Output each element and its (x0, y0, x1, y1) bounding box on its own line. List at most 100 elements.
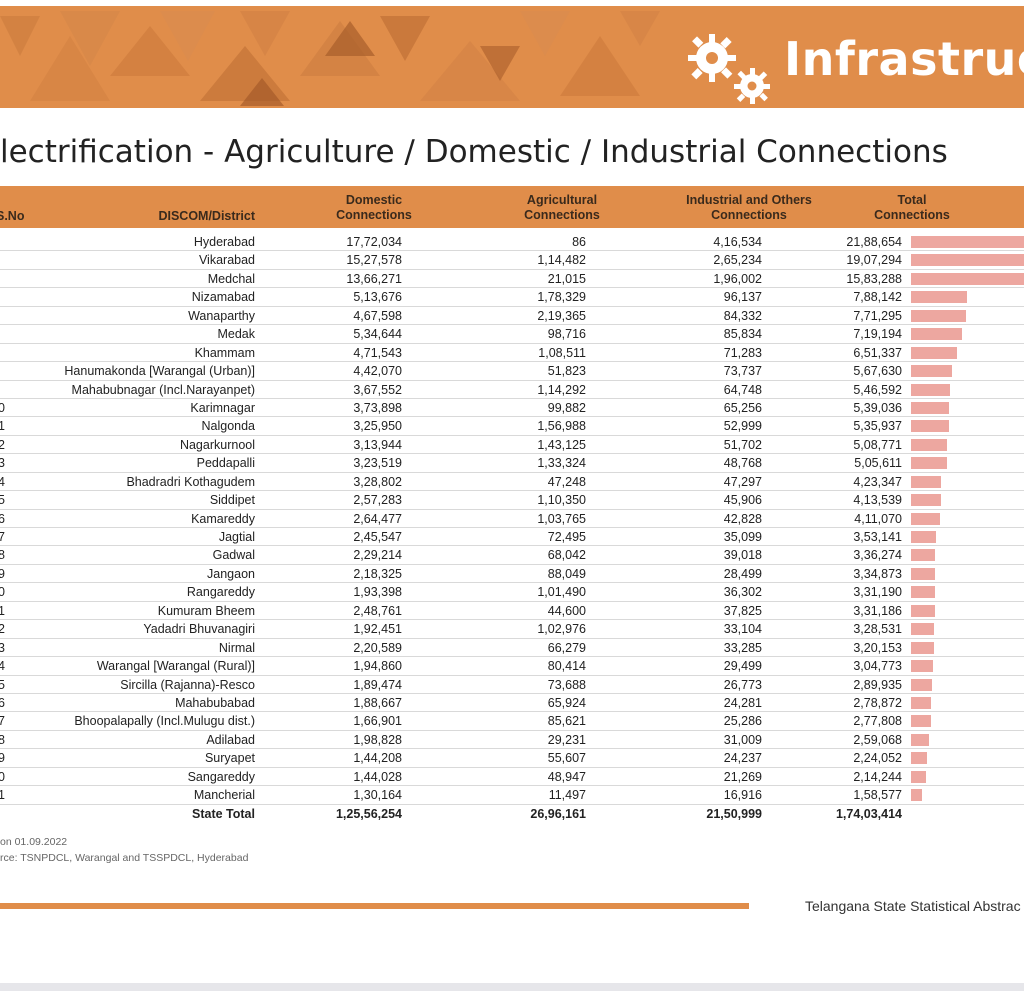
domestic-value: 2,18,325 (353, 566, 402, 581)
domestic-value: 1,92,451 (353, 622, 402, 637)
industrial-value: 4,16,534 (713, 235, 762, 249)
industrial-value: 64,748 (723, 382, 762, 397)
agricultural-value: 1,33,324 (537, 456, 586, 471)
table-row: 0 Sangareddy 1,44,028 48,947 21,269 2,14,244 (0, 768, 1024, 787)
total-bar (911, 770, 927, 783)
total-value: 5,46,592 (853, 382, 902, 397)
agricultural-value: 85,621 (547, 714, 586, 729)
total-bar (911, 549, 935, 562)
domestic-value: 2,48,761 (353, 603, 402, 618)
district-name: Nizamabad (191, 290, 255, 305)
total-bar (911, 291, 968, 304)
domestic-value: 4,67,598 (353, 308, 402, 323)
table-row: 6 Mahabubabad 1,88,667 65,924 24,281 2,78,872 (0, 694, 1024, 713)
table-row: 2 Yadadri Bhuvanagiri 1,92,451 1,02,976 33,1… (0, 620, 1024, 639)
domestic-value: 1,89,474 (353, 677, 402, 692)
row-number: 4 (0, 474, 5, 489)
table-row: 3 Peddapalli 3,23,519 1,33,324 48,768 5,05,61… (0, 454, 1024, 473)
agricultural-value: 1,14,482 (537, 253, 586, 268)
agricultural-value: 73,688 (547, 677, 586, 692)
industrial-value: 33,285 (723, 640, 762, 655)
total-bar (911, 789, 923, 802)
industrial-value: 48,768 (723, 456, 762, 471)
district-name: Mahabubabad (175, 695, 255, 710)
total-value: 4,13,539 (853, 493, 902, 508)
district-name: Yadadri Bhuvanagiri (143, 622, 255, 637)
total-value: 3,31,186 (853, 603, 902, 618)
agricultural-value: 86 (572, 235, 586, 249)
table-row: Khammam 4,71,543 1,08,511 71,283 6,51,337 (0, 344, 1024, 363)
row-number: 0 (0, 769, 5, 784)
row-number: 1 (0, 603, 5, 618)
table-row: Medak 5,34,644 98,716 85,834 7,19,194 (0, 325, 1024, 344)
total-bar (911, 328, 963, 341)
district-name: Jangaon (207, 566, 255, 581)
table-row: Medchal 13,66,271 21,015 1,96,002 15,83,288 (0, 270, 1024, 289)
industrial-value: 36,302 (723, 585, 762, 600)
agricultural-value: 99,882 (547, 400, 586, 415)
agricultural-value: 51,823 (547, 364, 586, 379)
header-domestic: Domestic Connections (336, 193, 412, 222)
table-row: 9 Jangaon 2,18,325 88,049 28,499 3,34,873 (0, 565, 1024, 584)
total-bar (911, 567, 935, 580)
total-agricultural: 26,96,161 (530, 807, 586, 821)
industrial-value: 28,499 (723, 566, 762, 581)
total-bar (911, 715, 931, 728)
district-name: Bhoopalapally (Incl.Mulugu dist.) (74, 714, 255, 729)
total-value: 5,39,036 (853, 400, 902, 415)
agricultural-value: 80,414 (547, 659, 586, 674)
row-number: 1 (0, 788, 5, 803)
domestic-value: 1,44,028 (353, 769, 402, 784)
total-bar (911, 660, 933, 673)
agricultural-value: 21,015 (547, 271, 586, 286)
total-bar (911, 236, 1024, 248)
agricultural-value: 2,19,365 (537, 308, 586, 323)
domestic-value: 4,42,070 (353, 364, 402, 379)
total-value: 5,35,937 (853, 419, 902, 434)
row-number: 2 (0, 437, 5, 452)
table-row: 3 Nirmal 2,20,589 66,279 33,285 3,20,153 (0, 639, 1024, 658)
total-value: 7,19,194 (853, 327, 902, 342)
agricultural-value: 47,248 (547, 474, 586, 489)
total-value: 4,11,070 (854, 511, 902, 526)
agricultural-value: 48,947 (547, 769, 586, 784)
industrial-value: 21,269 (723, 769, 762, 784)
table-row: 4 Warangal [Warangal (Rural)] 1,94,860 80,4… (0, 657, 1024, 676)
agricultural-value: 88,049 (547, 566, 586, 581)
district-name: Jagtial (218, 530, 255, 544)
domestic-value: 2,45,547 (353, 530, 402, 544)
total-bar (911, 254, 1024, 267)
total-domestic: 1,25,56,254 (335, 807, 402, 821)
row-number: 1 (0, 419, 5, 434)
district-name: Mahabubnagar (Incl.Narayanpet) (71, 382, 255, 397)
district-name: Peddapalli (196, 456, 255, 471)
industrial-value: 2,65,234 (713, 253, 762, 268)
table-row: 7 Bhoopalapally (Incl.Mulugu dist.) 1,66,9… (0, 712, 1024, 731)
total-bar (911, 733, 930, 746)
footer-rule (0, 903, 749, 909)
total-value: 3,34,873 (853, 566, 902, 581)
total-bar (911, 420, 950, 433)
row-number: 5 (0, 493, 5, 508)
industrial-value: 45,906 (723, 493, 762, 508)
total-bar (911, 623, 935, 636)
district-name: Nirmal (218, 640, 255, 655)
table-row: 1 Kumuram Bheem 2,48,761 44,600 37,825 3,31,1… (0, 602, 1024, 621)
header-sno: S.No (0, 209, 25, 223)
district-name: Rangareddy (186, 585, 255, 600)
domestic-value: 1,98,828 (353, 732, 402, 747)
total-bar (911, 309, 967, 322)
domestic-value: 3,67,552 (353, 382, 402, 397)
table-row: 2 Nagarkurnool 3,13,944 1,43,125 51,702 5,08,… (0, 436, 1024, 455)
total-value: 3,20,153 (853, 640, 902, 655)
footer-text: Telangana State Statistical Abstrac (805, 898, 1021, 914)
industrial-value: 51,702 (723, 437, 762, 452)
domestic-value: 2,29,214 (353, 548, 402, 563)
industrial-value: 52,999 (723, 419, 762, 434)
agricultural-value: 55,607 (547, 751, 586, 766)
total-connections: 1,74,03,414 (835, 807, 902, 821)
domestic-value: 17,72,034 (346, 235, 402, 249)
agricultural-value: 1,08,511 (538, 345, 586, 360)
industrial-value: 1,96,002 (713, 271, 762, 286)
district-name: Siddipet (209, 493, 255, 508)
